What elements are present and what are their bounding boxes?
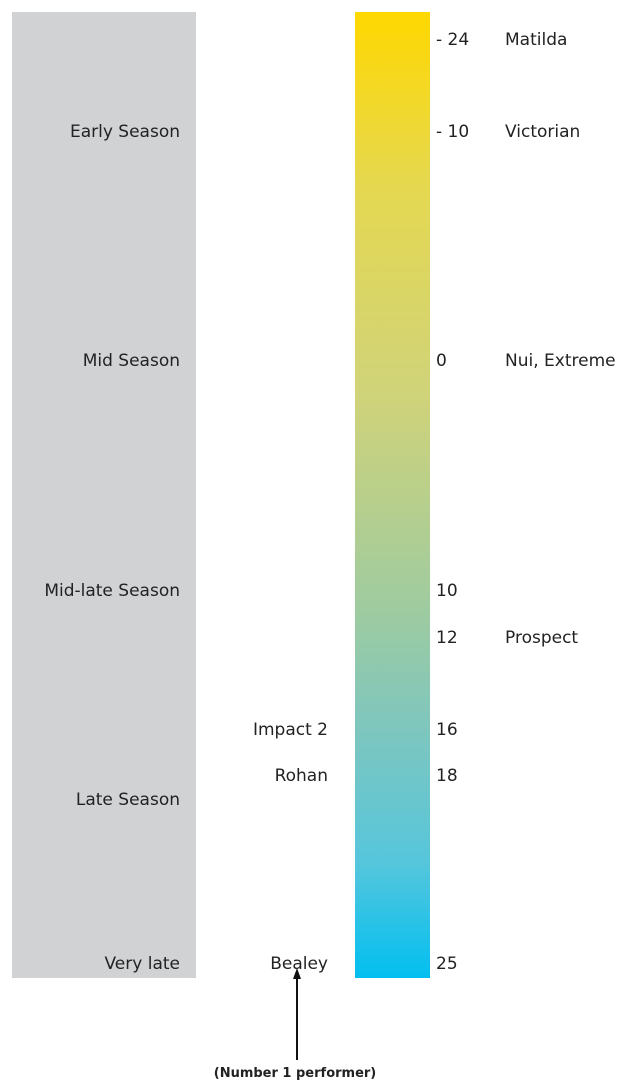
season-label-late: Late Season <box>75 790 180 810</box>
tick-value: - 24 <box>436 30 470 50</box>
season-label-mid: Mid Season <box>82 351 180 371</box>
tick-value: 0 <box>436 351 447 371</box>
top-performer-footnote: (Number 1 performer) <box>213 1066 377 1081</box>
up-arrow-icon <box>293 968 301 1060</box>
season-label-mid-late: Mid-late Season <box>44 581 180 601</box>
tick-value: 12 <box>436 628 458 648</box>
variety-label: Rohan <box>274 766 328 786</box>
tick-value: 16 <box>436 720 458 740</box>
tick-value: 10 <box>436 581 458 601</box>
season-label-early: Early Season <box>69 122 180 142</box>
heading-date-gradient-bar <box>355 12 430 978</box>
variety-label: Prospect <box>505 628 579 648</box>
variety-label: Matilda <box>505 30 568 50</box>
variety-label-top-performer: Bealey <box>270 954 328 974</box>
variety-label: Impact 2 <box>252 720 328 740</box>
tick-value: 25 <box>436 954 458 974</box>
variety-label: Nui, Extreme <box>505 351 616 371</box>
season-panel <box>12 12 196 978</box>
tick-value: 18 <box>436 766 458 786</box>
season-label-very-late: Very late <box>104 954 181 974</box>
tick-value: - 10 <box>436 122 470 142</box>
variety-label: Victorian <box>505 122 581 142</box>
